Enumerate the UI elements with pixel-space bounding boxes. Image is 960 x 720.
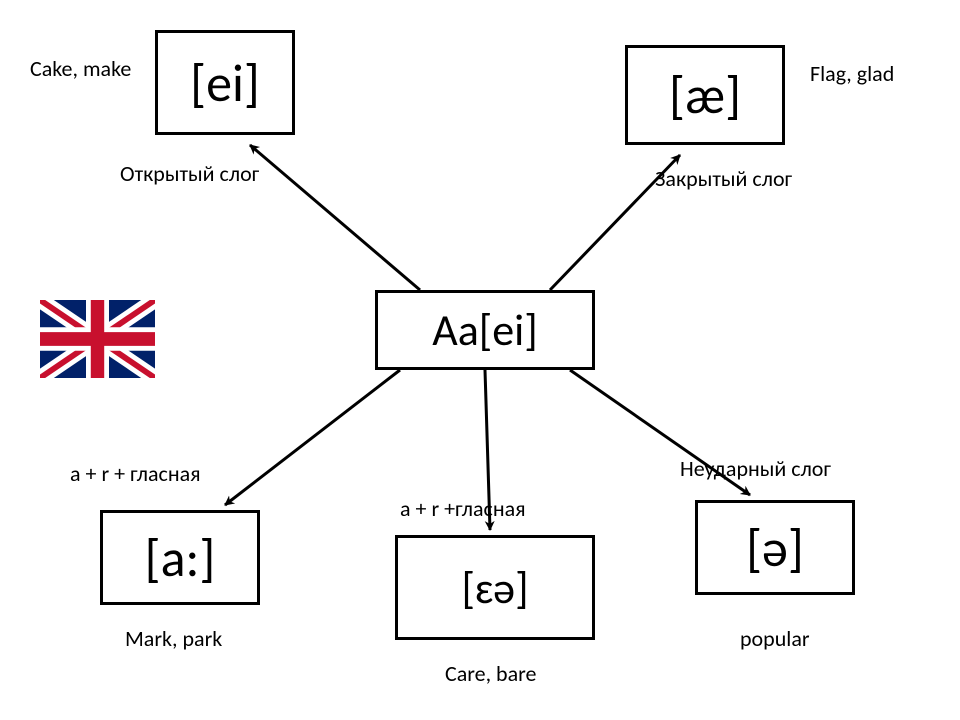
node-a_long: [a:] bbox=[100, 510, 260, 605]
node-text: [ǝ] bbox=[746, 516, 804, 580]
node-ei: [ei] bbox=[155, 30, 295, 135]
label: Открытый слог bbox=[120, 160, 259, 187]
node-text: [æ] bbox=[669, 63, 741, 127]
label: Cake, make bbox=[30, 55, 131, 82]
node-text: [ɛǝ] bbox=[461, 561, 528, 615]
label: a + r +гласная bbox=[400, 495, 526, 522]
label: a + r + гласная bbox=[70, 460, 201, 487]
uk-flag bbox=[40, 300, 155, 378]
node-text: [a:] bbox=[145, 526, 216, 590]
center-node: Aa[ei] bbox=[375, 290, 595, 370]
label: Mark, park bbox=[125, 625, 222, 652]
label: Care, bare bbox=[445, 660, 536, 687]
center-node-text: Aa[ei] bbox=[432, 303, 538, 357]
label: Flag, glad bbox=[810, 60, 894, 87]
node-ea: [ɛǝ] bbox=[395, 535, 595, 640]
label: popular bbox=[740, 625, 810, 652]
node-schwa: [ǝ] bbox=[695, 500, 855, 595]
label: Закрытый слог bbox=[655, 165, 792, 192]
node-text: [ei] bbox=[190, 51, 260, 115]
node-ae: [æ] bbox=[625, 45, 785, 145]
label: Неударный слог bbox=[680, 455, 831, 482]
